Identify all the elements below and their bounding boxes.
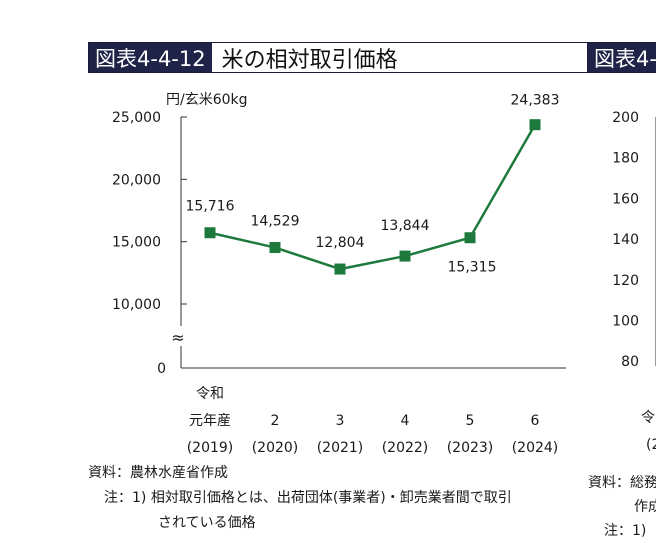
- x-category-year: (2024): [512, 440, 559, 456]
- data-label: 12,804: [316, 235, 365, 251]
- right-source-note-2: 作成: [634, 499, 656, 515]
- right-source-note: 資料：総務: [588, 475, 656, 491]
- right-x-label-year: (2: [646, 437, 656, 453]
- data-label: 24,383: [511, 93, 560, 109]
- data-label: 15,315: [448, 260, 497, 276]
- source-note: 資料：農林水産省作成: [88, 465, 228, 481]
- y-axis-unit: 円/玄米60kg: [166, 91, 248, 108]
- x-category-label: 6: [531, 413, 540, 429]
- right-note-1: 注：1): [604, 523, 647, 539]
- right-y-tick-label: 160: [612, 191, 639, 207]
- data-point: [399, 250, 411, 262]
- right-y-tick-label: 100: [612, 314, 639, 330]
- axis-break-mark: ≈: [171, 328, 184, 347]
- data-label: 13,844: [381, 218, 430, 234]
- data-point: [334, 263, 346, 275]
- y-tick-label: 20,000: [112, 172, 161, 188]
- right-y-tick-label: 200: [612, 110, 639, 126]
- y-tick-label: 15,000: [112, 235, 161, 251]
- y-zero-label: 0: [157, 361, 166, 377]
- data-point: [269, 242, 281, 254]
- figure-title: 米の相対取引価格: [221, 47, 398, 73]
- figure-header-right: 図表4-: [587, 42, 656, 73]
- right-y-tick-label: 80: [621, 354, 639, 370]
- right-y-tick-label: 180: [612, 151, 639, 167]
- x-category-year: (2022): [382, 440, 429, 456]
- series-line: [209, 124, 537, 271]
- data-label: 15,716: [186, 199, 235, 215]
- x-category-year: (2020): [252, 440, 299, 456]
- right-x-label: 令: [641, 410, 655, 426]
- x-category-era: 令和: [196, 386, 224, 402]
- figure-number: 図表4-4-12: [89, 43, 212, 72]
- y-tick-label: 25,000: [112, 110, 161, 126]
- right-y-tick-label: 120: [612, 273, 639, 289]
- x-category-label: 5: [466, 413, 475, 429]
- x-category-year: (2021): [317, 440, 364, 456]
- y-tick-label: 10,000: [112, 297, 161, 313]
- data-point: [529, 119, 541, 131]
- data-label: 14,529: [251, 214, 300, 230]
- data-point: [464, 232, 476, 244]
- right-y-tick-label: 140: [612, 232, 639, 248]
- note-1-line-2: されている価格: [158, 515, 256, 531]
- data-point: [204, 227, 216, 239]
- note-1-line-1: 注：1) 相対取引価格とは、出荷団体(事業者)・卸売業者間で取引: [104, 490, 512, 506]
- x-category-label: 2: [271, 413, 280, 429]
- x-category-label: 元年産: [189, 413, 231, 429]
- x-category-year: (2023): [447, 440, 494, 456]
- figure-number-right: 図表4-: [588, 43, 656, 72]
- x-category-label: 4: [401, 413, 410, 429]
- x-category-year: (2019): [187, 440, 234, 456]
- figure-header: 図表4-4-12 米の相対取引価格: [88, 42, 588, 73]
- x-category-label: 3: [336, 413, 345, 429]
